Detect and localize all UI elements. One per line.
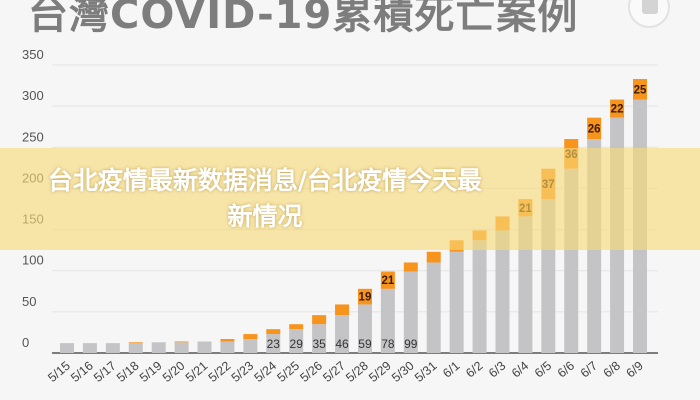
- x-tick-label: 5/27: [320, 359, 348, 385]
- bar-cumulative-5-16: [82, 343, 97, 353]
- bar-cumulative-6-4: [518, 216, 533, 353]
- x-tick-label: 5/16: [68, 359, 96, 385]
- bar-new-label: 22: [611, 104, 624, 116]
- bar-cumulative-6-1: [449, 251, 464, 353]
- y-tick-label: 0: [22, 335, 29, 350]
- bar-cumulative-5-30: [403, 271, 418, 353]
- y-tick-label: 100: [22, 253, 44, 268]
- x-tick-label: 5/19: [137, 359, 165, 385]
- bar-new-5-23: [243, 334, 258, 340]
- bar-cumulative-5-17: [105, 343, 120, 353]
- x-tick-label: 5/28: [343, 359, 371, 385]
- bar-cumulative-5-15: [60, 343, 74, 353]
- bar-cumulative-5-27: [335, 315, 350, 353]
- bar-new-5-18: [128, 342, 143, 344]
- bar-new-label: 25: [634, 84, 647, 96]
- x-tick-label: 5/30: [389, 359, 417, 385]
- x-tick-label: 6/8: [601, 359, 623, 381]
- bar-cumulative-5-28: [357, 304, 372, 353]
- bar-new-5-30: [403, 262, 418, 272]
- x-tick-label: 6/5: [532, 359, 554, 381]
- bar-new-5-27: [335, 304, 350, 316]
- bar-cumulative-5-26: [312, 324, 327, 353]
- x-tick-label: 5/21: [183, 359, 211, 385]
- y-tick-label: 300: [22, 88, 44, 103]
- bar-new-6-8: [610, 99, 625, 118]
- x-tick-label: 5/15: [45, 359, 73, 385]
- x-tick-label: 5/17: [91, 359, 119, 385]
- bar-new-label: 21: [381, 275, 394, 287]
- bar-cumulative-5-25: [289, 329, 304, 353]
- bar-base-label: 35: [312, 337, 326, 351]
- bar-cumulative-5-29: [380, 288, 395, 353]
- x-tick-label: 5/26: [297, 359, 325, 385]
- x-tick-label: 6/9: [624, 359, 646, 381]
- x-tick-label: 5/24: [252, 359, 280, 385]
- bar-cumulative-5-23: [243, 339, 258, 353]
- bar-cumulative-5-20: [174, 342, 189, 353]
- bar-new-6-7: [587, 117, 602, 140]
- bar-cumulative-5-21: [197, 341, 212, 353]
- x-tick-label: 5/31: [412, 359, 440, 385]
- bar-new-5-28: [357, 288, 372, 305]
- x-tick-label: 6/7: [578, 359, 600, 381]
- bar-new-6-9: [633, 78, 647, 100]
- bar-new-5-29: [380, 271, 395, 289]
- bar-cumulative-5-24: [266, 334, 281, 353]
- headline-text[interactable]: 台北疫情最新数据消息/台北疫情今天最新情况: [47, 166, 483, 231]
- bar-base-label: 23: [267, 337, 281, 351]
- x-tick-label: 6/4: [509, 359, 531, 381]
- x-tick-label: 5/23: [229, 359, 257, 385]
- bar-base-label: 78: [381, 337, 395, 351]
- chart-title: 台灣COVID-19累積死亡案例: [28, 0, 579, 38]
- y-tick-label: 250: [22, 129, 44, 144]
- x-tick-label: 6/2: [463, 359, 485, 381]
- headline-banner: 台北疫情最新数据消息/台北疫情今天最新情况: [0, 148, 700, 250]
- x-tick-label: 5/20: [160, 359, 188, 385]
- bar-new-5-20: [174, 341, 189, 343]
- y-tick-label: 50: [22, 294, 36, 309]
- x-tick-label: 6/1: [440, 359, 462, 381]
- x-tick-label: 5/25: [274, 359, 302, 385]
- bar-cumulative-5-31: [426, 262, 441, 353]
- bar-new-5-26: [312, 315, 327, 325]
- bar-base-label: 46: [335, 337, 349, 351]
- bar-base-label: 99: [404, 337, 418, 351]
- x-tick-label: 5/22: [206, 359, 234, 385]
- x-tick-label: 6/3: [486, 359, 508, 381]
- bar-cumulative-5-18: [128, 343, 143, 353]
- bar-cumulative-5-22: [220, 341, 235, 353]
- x-tick-label: 5/29: [366, 359, 394, 385]
- x-tick-label: 5/18: [114, 359, 142, 385]
- bar-new-5-25: [289, 324, 304, 330]
- bar-cumulative-6-2: [472, 240, 487, 353]
- y-tick-label: 350: [22, 47, 44, 62]
- bar-cumulative-5-19: [151, 342, 166, 353]
- bar-new-5-24: [266, 329, 281, 335]
- bar-new-5-22: [220, 339, 235, 342]
- bar-base-label: 59: [358, 337, 372, 351]
- bar-new-label: 26: [588, 123, 601, 135]
- bar-cumulative-6-3: [495, 230, 510, 353]
- bar-new-5-31: [426, 251, 441, 263]
- x-tick-label: 6/6: [555, 359, 577, 381]
- bar-base-label: 29: [290, 337, 304, 351]
- bar-new-label: 19: [359, 292, 372, 304]
